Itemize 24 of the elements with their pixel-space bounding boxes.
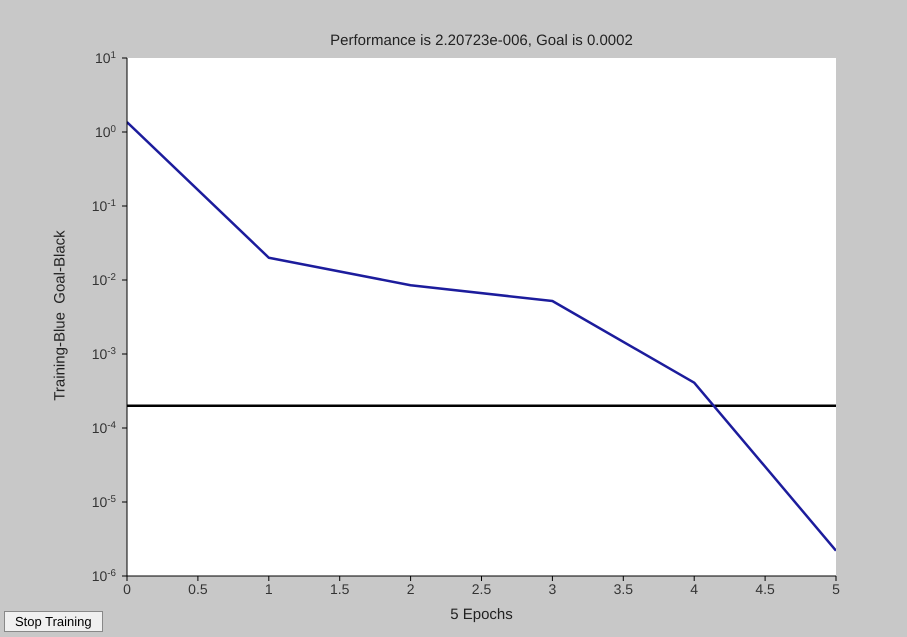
x-axis-title: 5 Epochs (449, 606, 514, 623)
chart-title: Performance is 2.20723e-006, Goal is 0.0002 (329, 32, 634, 49)
x-tick-label: 1 (264, 580, 273, 597)
x-tick-label: 0 (123, 580, 132, 597)
x-tick-label: 2 (406, 580, 415, 597)
y-tick-label: 10$^{-2}$ (92, 272, 116, 288)
x-tick-label: 0.5 (188, 580, 208, 597)
x-tick-label: 2.5 (472, 580, 492, 597)
x-tick-label: 3 (548, 580, 556, 597)
y-axis-title: Training-Blue Goal-Black (52, 229, 68, 403)
x-tick-label: 3.5 (614, 580, 634, 597)
y-tick-label: 10$^{1}$ (94, 50, 116, 66)
y-tick-label: 10$^{-3}$ (92, 346, 117, 362)
x-tick-label: 5 (832, 580, 840, 597)
y-tick-label: 10$^{-6}$ (92, 568, 117, 584)
line-series (127, 120, 836, 552)
x-tick-label: 4 (690, 580, 698, 597)
y-tick-label: 10$^{-5}$ (92, 494, 117, 510)
x-tick-label: 4.5 (755, 580, 776, 597)
stop-button: Stop Training (4, 611, 103, 632)
y-tick-label: 10$^{-4}$ (92, 420, 117, 436)
y-tick-label: 10$^{0}$ (94, 124, 117, 140)
y-tick-label: 10$^{-1}$ (92, 198, 116, 214)
x-tick-label: 1.5 (330, 580, 350, 597)
